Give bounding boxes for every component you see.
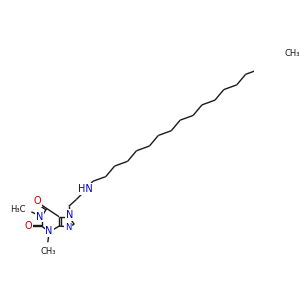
Text: CH₃: CH₃ xyxy=(285,49,300,58)
Text: O: O xyxy=(34,196,41,206)
Text: N: N xyxy=(46,226,53,236)
Text: H₃C: H₃C xyxy=(11,206,26,214)
Text: HN: HN xyxy=(78,184,93,194)
Text: CH₃: CH₃ xyxy=(40,247,56,256)
Text: O: O xyxy=(25,221,33,231)
Text: N: N xyxy=(65,223,71,232)
Text: N: N xyxy=(36,212,44,222)
Text: N: N xyxy=(66,210,74,220)
